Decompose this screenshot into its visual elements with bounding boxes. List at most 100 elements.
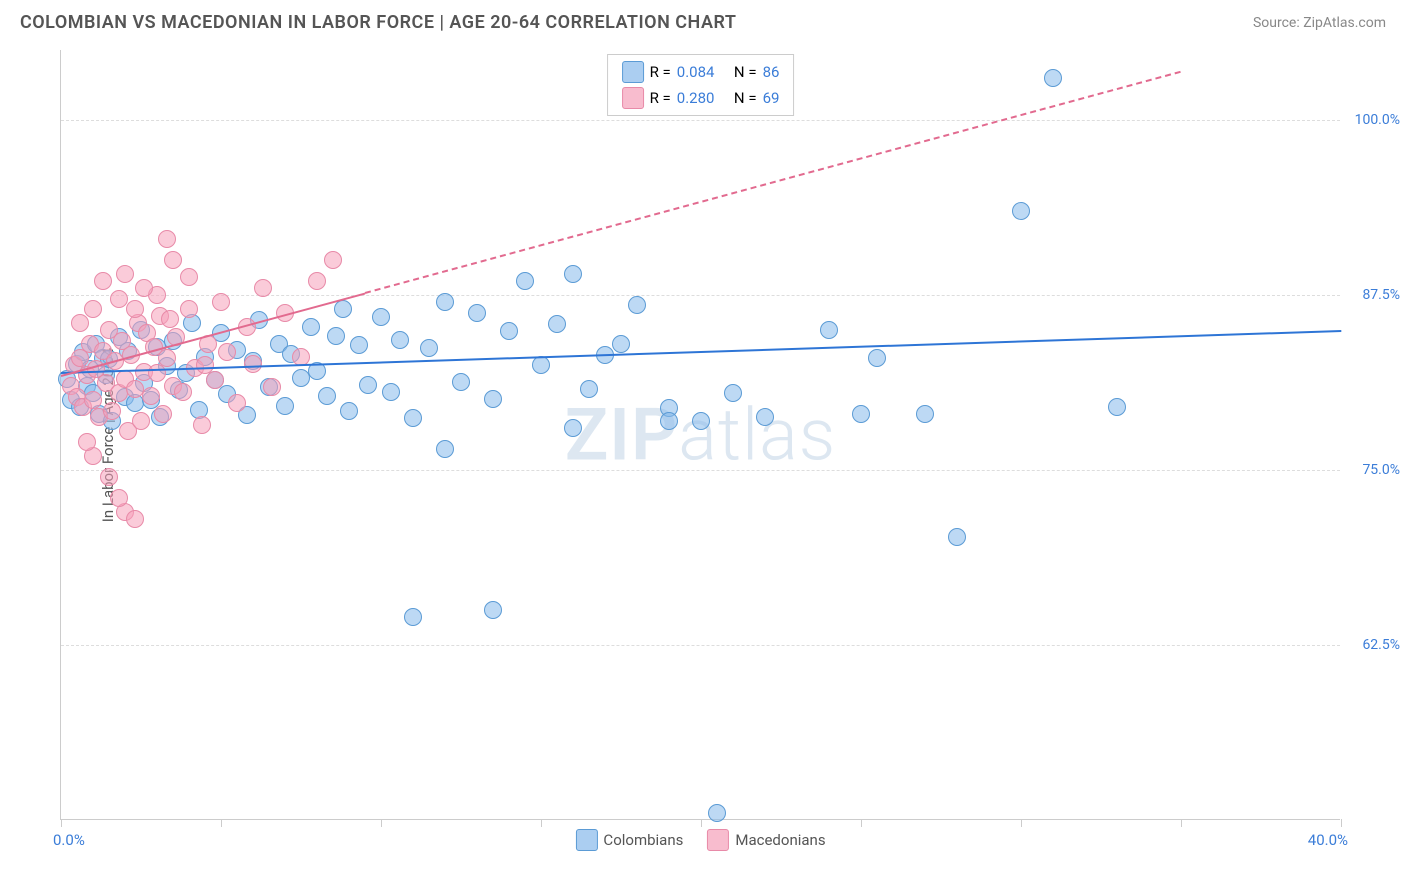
legend-stat-row: R = 0.084 N = 86 [622, 59, 780, 85]
data-point [916, 405, 934, 423]
data-point [71, 314, 89, 332]
data-point [154, 405, 172, 423]
y-tick-label: 62.5% [1345, 637, 1400, 653]
data-point [692, 412, 710, 430]
x-tick [381, 819, 382, 827]
x-axis-max-label: 40.0% [1308, 831, 1348, 849]
data-point [340, 402, 358, 420]
data-point [84, 391, 102, 409]
data-point [228, 394, 246, 412]
data-point [372, 308, 390, 326]
data-point [708, 804, 726, 822]
chart-header: COLOMBIAN VS MACEDONIAN IN LABOR FORCE |… [0, 0, 1406, 41]
data-point [452, 373, 470, 391]
gridline [61, 470, 1340, 471]
data-point [84, 300, 102, 318]
scatter-chart: In Labor Force | Age 20-64 ZIPatlas R = … [60, 50, 1340, 820]
legend-swatch [575, 829, 597, 851]
data-point [206, 371, 224, 389]
data-point [436, 440, 454, 458]
data-point [868, 349, 886, 367]
data-point [468, 304, 486, 322]
data-point [852, 405, 870, 423]
data-point [193, 416, 211, 434]
data-point [334, 300, 352, 318]
data-point [100, 468, 118, 486]
data-point [820, 321, 838, 339]
data-point [548, 315, 566, 333]
legend-swatch [622, 61, 644, 83]
data-point [318, 387, 336, 405]
data-point [516, 272, 534, 290]
x-tick [221, 819, 222, 827]
data-point [532, 356, 550, 374]
legend-swatch [622, 87, 644, 109]
data-point [158, 349, 176, 367]
data-point [148, 364, 166, 382]
data-point [756, 408, 774, 426]
y-tick-label: 100.0% [1345, 112, 1400, 128]
legend-series-item: Macedonians [707, 829, 825, 851]
data-point [391, 331, 409, 349]
data-point [161, 310, 179, 328]
data-point [500, 322, 518, 340]
data-point [126, 510, 144, 528]
data-point [142, 387, 160, 405]
chart-title: COLOMBIAN VS MACEDONIAN IN LABOR FORCE |… [20, 12, 736, 33]
x-axis-min-label: 0.0% [53, 831, 85, 849]
data-point [1012, 202, 1030, 220]
x-tick [1021, 819, 1022, 827]
data-point [218, 343, 236, 361]
data-point [103, 402, 121, 420]
data-point [948, 528, 966, 546]
data-point [244, 355, 262, 373]
legend-series: Colombians Macedonians [575, 829, 825, 851]
data-point [564, 419, 582, 437]
data-point [263, 378, 281, 396]
data-point [78, 433, 96, 451]
watermark: ZIPatlas [565, 392, 837, 477]
x-tick [1181, 819, 1182, 827]
legend-stats: R = 0.084 N = 86R = 0.280 N = 69 [607, 54, 795, 116]
data-point [628, 296, 646, 314]
data-point [1108, 398, 1126, 416]
gridline [61, 120, 1340, 121]
data-point [110, 489, 128, 507]
data-point [404, 608, 422, 626]
data-point [660, 412, 678, 430]
x-tick [861, 819, 862, 827]
data-point [164, 251, 182, 269]
gridline [61, 645, 1340, 646]
legend-series-item: Colombians [575, 829, 683, 851]
data-point [484, 390, 502, 408]
data-point [404, 409, 422, 427]
data-point [180, 268, 198, 286]
legend-stat-row: R = 0.280 N = 69 [622, 85, 780, 111]
data-point [1044, 69, 1062, 87]
data-point [359, 376, 377, 394]
data-point [382, 383, 400, 401]
chart-source: Source: ZipAtlas.com [1253, 15, 1386, 31]
data-point [302, 318, 320, 336]
data-point [174, 383, 192, 401]
data-point [420, 339, 438, 357]
data-point [580, 380, 598, 398]
gridline [61, 295, 1340, 296]
data-point [484, 601, 502, 619]
data-point [276, 397, 294, 415]
data-point [308, 272, 326, 290]
data-point [327, 327, 345, 345]
y-tick-label: 75.0% [1345, 462, 1400, 478]
data-point [110, 290, 128, 308]
data-point [612, 335, 630, 353]
data-point [158, 230, 176, 248]
x-tick [541, 819, 542, 827]
data-point [564, 265, 582, 283]
data-point [126, 300, 144, 318]
data-point [116, 265, 134, 283]
data-point [436, 293, 454, 311]
x-tick [701, 819, 702, 827]
y-tick-label: 87.5% [1345, 287, 1400, 303]
x-tick [61, 819, 62, 827]
data-point [196, 356, 214, 374]
